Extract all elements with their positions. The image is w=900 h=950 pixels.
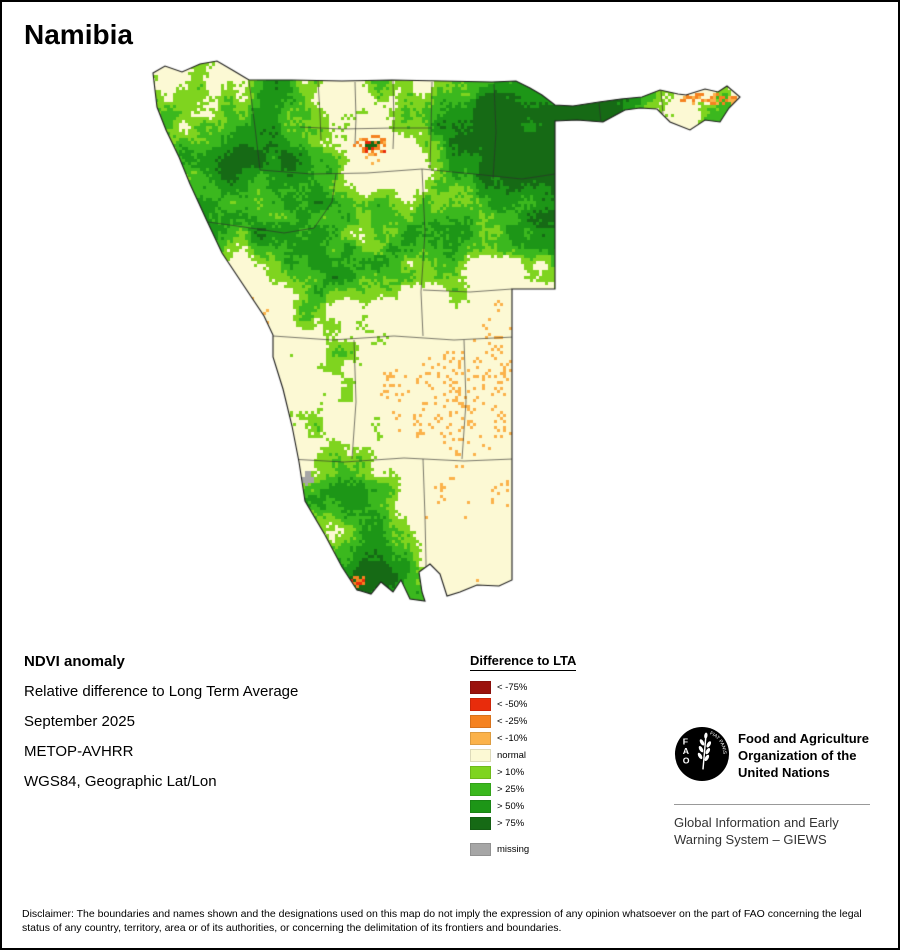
map-info-block: NDVI anomaly Relative difference to Long… [24, 654, 298, 804]
legend-title: Difference to LTA [470, 653, 577, 671]
info-subtitle: Relative difference to Long Term Average [24, 683, 299, 700]
legend-swatch [470, 783, 491, 796]
legend-item: < -50% [470, 698, 576, 711]
legend-item: > 10% [470, 766, 576, 779]
legend-swatch [470, 800, 491, 813]
wheat-ear-icon [697, 732, 712, 761]
legend-swatch [470, 698, 491, 711]
legend-item: < -25% [470, 715, 576, 728]
legend-swatch [470, 843, 491, 856]
legend-item-label: < -25% [497, 716, 528, 727]
fao-org-line: Organization of the [738, 748, 857, 763]
legend-item: < -10% [470, 732, 576, 745]
legend-item-label: > 50% [497, 801, 525, 812]
giews-line: Global Information and Early [674, 815, 839, 830]
legend: Difference to LTA < -75% < -50% < -25% < -1… [470, 652, 577, 856]
info-sensor: METOP-AVHRR [24, 743, 134, 760]
legend-swatch [470, 766, 491, 779]
legend-swatch [470, 749, 491, 762]
legend-item-label: normal [497, 750, 527, 761]
legend-item-label: < -75% [497, 682, 528, 693]
fao-org-name: Food and Agriculture Organization of the… [738, 726, 869, 781]
legend-item-label: > 75% [497, 818, 525, 829]
wheat-stem-icon [702, 736, 707, 770]
legend-item: missing [470, 843, 576, 856]
legend-swatch [470, 681, 491, 694]
legend-swatch [470, 732, 491, 745]
legend-item: > 25% [470, 783, 576, 796]
legend-item: > 75% [470, 817, 576, 830]
info-projection: WGS84, Geographic Lat/Lon [24, 773, 217, 790]
fao-org-line: United Nations [738, 765, 830, 780]
info-date: September 2025 [24, 713, 135, 730]
footer-divider [674, 804, 870, 805]
fao-org-line: Food and Agriculture [738, 731, 869, 746]
legend-item: < -75% [470, 681, 576, 694]
legend-item-label: > 10% [497, 767, 525, 778]
legend-item-label: missing [497, 844, 530, 855]
info-heading: NDVI anomaly [24, 653, 125, 670]
giews-line: Warning System – GIEWS [674, 832, 827, 847]
legend-item-label: < -50% [497, 699, 528, 710]
giews-label: Global Information and Early Warning Sys… [674, 814, 870, 848]
legend-swatch [470, 817, 491, 830]
legend-swatch [470, 715, 491, 728]
disclaimer-text: Disclaimer: The boundaries and names sho… [22, 908, 862, 934]
legend-item: > 50% [470, 800, 576, 813]
legend-item: normal [470, 749, 576, 762]
legend-item-label: > 25% [497, 784, 525, 795]
legend-item-label: < -10% [497, 733, 528, 744]
legend-items: < -75% < -50% < -25% < -10% normal > 10% > 25%… [470, 681, 576, 830]
namibia-ndvi-anomaly-map [2, 2, 898, 630]
legend-missing-item: missing [470, 843, 576, 856]
